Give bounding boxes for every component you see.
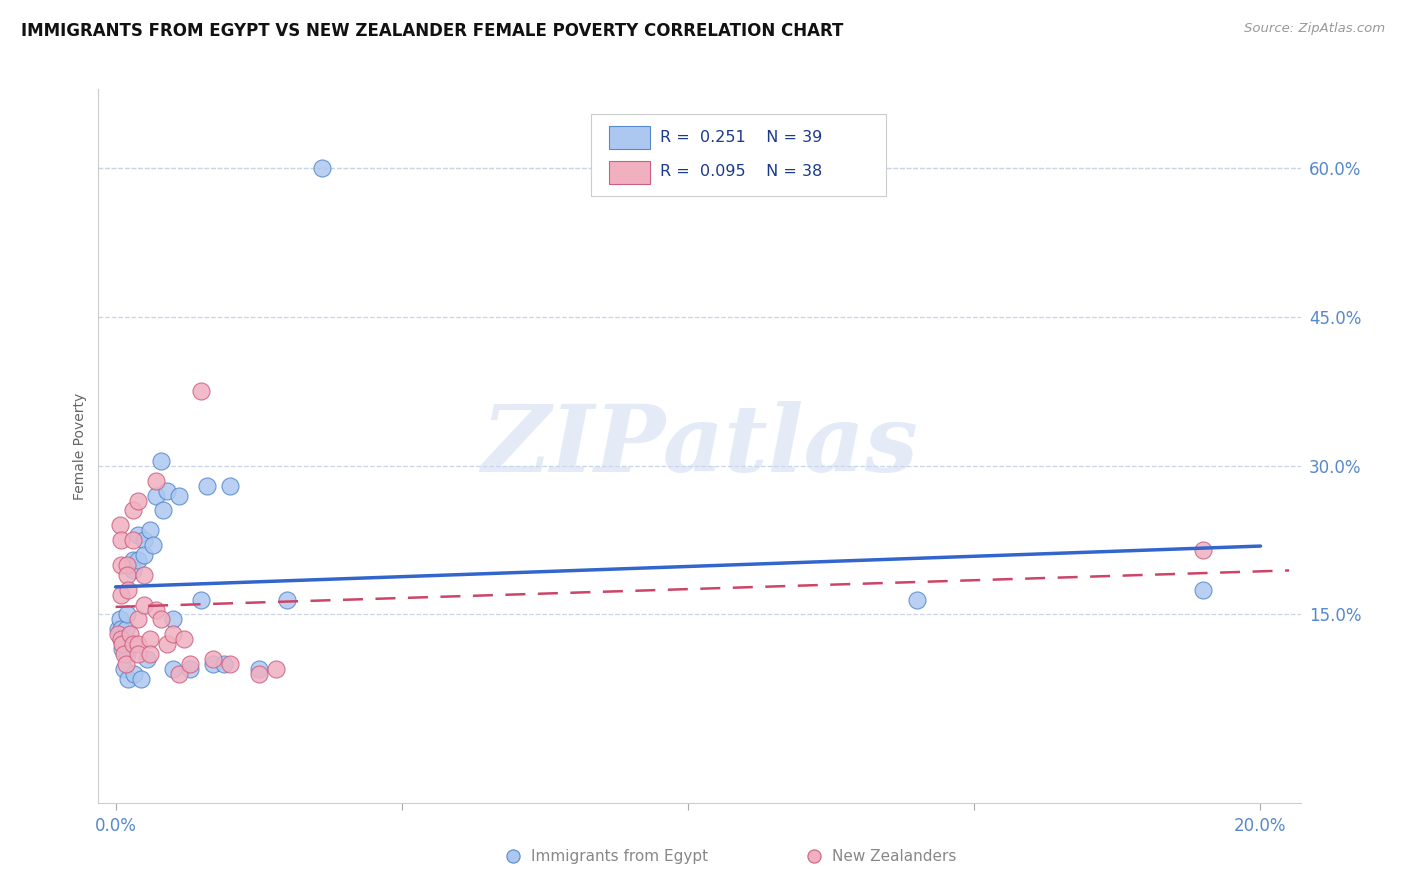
Point [201, 652, 224, 666]
Point [128, 493, 150, 508]
FancyBboxPatch shape [609, 127, 650, 149]
Text: R =  0.095    N = 38: R = 0.095 N = 38 [659, 164, 823, 179]
Point [122, 667, 145, 681]
Point [110, 623, 132, 637]
Text: Source: ZipAtlas.com: Source: ZipAtlas.com [1244, 22, 1385, 36]
Text: IMMIGRANTS FROM EGYPT VS NEW ZEALANDER FEMALE POVERTY CORRELATION CHART: IMMIGRANTS FROM EGYPT VS NEW ZEALANDER F… [21, 22, 844, 40]
Point [162, 612, 184, 626]
Text: R =  0.251    N = 39: R = 0.251 N = 39 [659, 129, 823, 145]
Point [121, 563, 143, 577]
Point [110, 632, 132, 647]
Point [150, 454, 173, 468]
Point [108, 612, 131, 626]
Point [128, 637, 150, 651]
Point [136, 652, 159, 666]
Point [110, 533, 132, 548]
Point [111, 642, 134, 657]
Point [190, 592, 212, 607]
Point [131, 672, 153, 686]
Point [134, 598, 156, 612]
Point [162, 662, 184, 676]
Point [128, 553, 150, 567]
Point [156, 637, 179, 651]
Point [190, 384, 212, 399]
FancyBboxPatch shape [592, 114, 886, 196]
Point [115, 623, 138, 637]
Point [145, 474, 167, 488]
Point [118, 627, 141, 641]
Point [142, 538, 165, 552]
Point [247, 662, 270, 676]
Point [1192, 543, 1215, 558]
Point [121, 553, 143, 567]
Point [115, 647, 138, 661]
Point [115, 567, 138, 582]
Point [110, 632, 132, 647]
Point [150, 612, 173, 626]
Point [115, 607, 138, 622]
Text: Immigrants from Egypt: Immigrants from Egypt [531, 849, 709, 863]
Point [121, 533, 143, 548]
Y-axis label: Female Poverty: Female Poverty [73, 392, 87, 500]
Point [167, 489, 190, 503]
Point [247, 667, 270, 681]
Point [110, 558, 132, 572]
Point [139, 647, 162, 661]
Point [107, 623, 129, 637]
Point [139, 632, 162, 647]
Point [121, 503, 143, 517]
Point [214, 657, 236, 671]
Point [112, 662, 135, 676]
FancyBboxPatch shape [609, 161, 650, 184]
Point [162, 627, 184, 641]
Point [121, 637, 143, 651]
Point [311, 161, 333, 176]
Point [219, 478, 242, 492]
Point [117, 582, 139, 597]
Point [276, 592, 298, 607]
Point [219, 657, 242, 671]
Point [201, 657, 224, 671]
Text: ZIPatlas: ZIPatlas [481, 401, 918, 491]
Point [134, 548, 156, 562]
Point [107, 627, 129, 641]
Point [115, 657, 138, 671]
Point [128, 612, 150, 626]
Point [111, 637, 134, 651]
Point [264, 662, 287, 676]
Point [145, 489, 167, 503]
Point [139, 523, 162, 537]
Point [145, 602, 167, 616]
Point [134, 567, 156, 582]
Point [112, 647, 135, 661]
Point [173, 632, 195, 647]
Point [110, 588, 132, 602]
Point [134, 533, 156, 548]
Point [117, 672, 139, 686]
Point [115, 558, 138, 572]
Point [1192, 582, 1215, 597]
Point [905, 592, 928, 607]
Point [128, 647, 150, 661]
Point [152, 503, 174, 517]
Point [167, 667, 190, 681]
Point [156, 483, 179, 498]
Point [195, 478, 218, 492]
Point [108, 518, 131, 533]
Text: New Zealanders: New Zealanders [832, 849, 956, 863]
Point [179, 657, 201, 671]
Point [128, 528, 150, 542]
Point [179, 662, 201, 676]
